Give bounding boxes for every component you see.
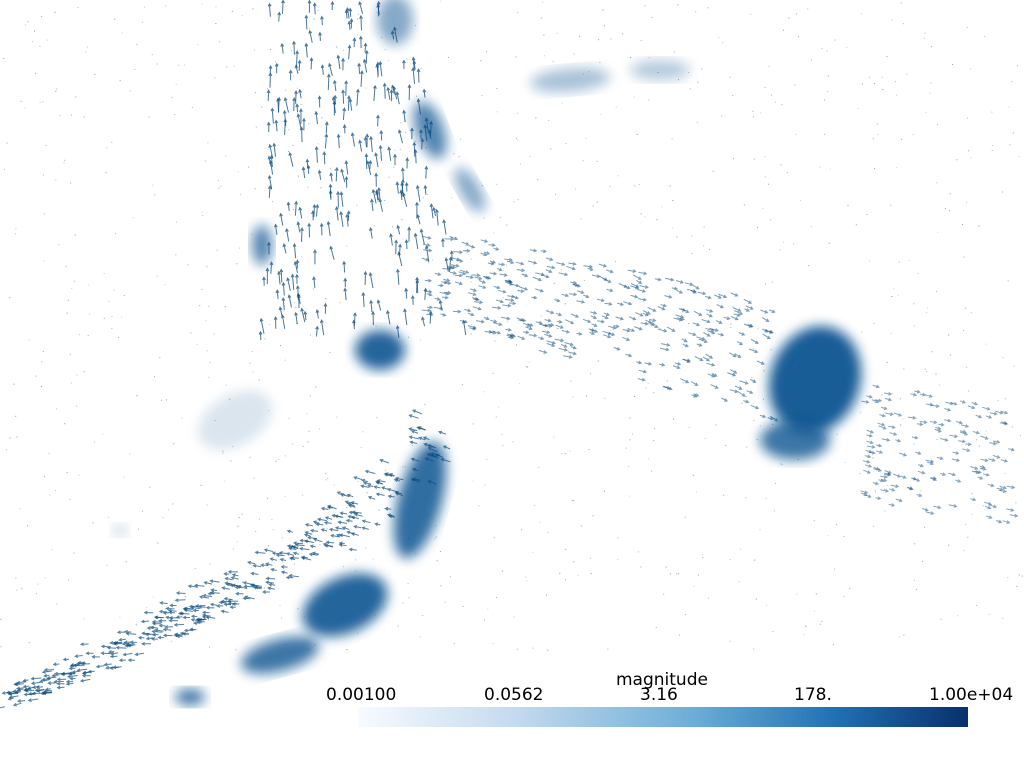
scalar-bar-tick-3: 178. — [794, 685, 832, 705]
dense-cloud-11 — [198, 390, 272, 450]
dense-cloud-0 — [768, 326, 862, 434]
dense-cloud-8 — [252, 225, 272, 265]
scalar-bar-tick-0: 0.00100 — [326, 685, 397, 705]
scalar-bar-tick-4: 1.00e+04 — [929, 685, 1014, 705]
scalar-bar-tick-1: 0.0562 — [484, 685, 544, 705]
scalar-bar-tick-2: 3.16 — [640, 685, 678, 705]
dense-cloud-6 — [175, 689, 205, 705]
scalar-bar-legend: magnitude 0.00100 0.0562 3.16 178. 1.00e… — [300, 668, 1013, 738]
dense-point-clouds — [112, 0, 862, 705]
scalar-bar-gradient — [358, 707, 968, 727]
dense-cloud-9 — [530, 67, 610, 93]
dense-cloud-14 — [454, 167, 486, 213]
arrow-glyphs — [0, 0, 1023, 709]
dense-cloud-5 — [241, 636, 319, 674]
dense-cloud-1 — [760, 420, 830, 460]
dense-cloud-4 — [302, 573, 388, 637]
dense-cloud-2 — [355, 330, 405, 370]
dense-cloud-7 — [413, 101, 447, 159]
scalar-bar-title: magnitude — [616, 670, 708, 690]
dense-cloud-12 — [112, 524, 128, 536]
dense-cloud-10 — [630, 60, 690, 80]
dense-cloud-13 — [377, 0, 413, 45]
dense-cloud-3 — [393, 441, 447, 559]
